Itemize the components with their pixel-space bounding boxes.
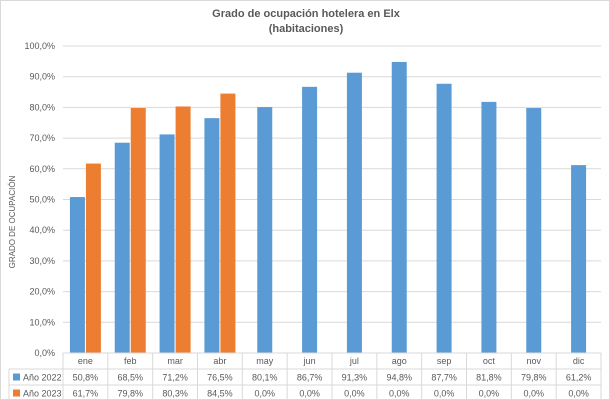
bar-ene-series1 xyxy=(69,197,85,353)
bar-ene-series2 xyxy=(85,163,101,353)
bars-layer xyxy=(69,61,587,354)
bar-feb-series2 xyxy=(130,108,146,353)
x-tick-label: jun xyxy=(303,356,316,366)
grid-layer: 0,0% 10,0% 20,0% 30,0% 40,0% 50,0% 60,0% 70,0% 8… xyxy=(24,41,601,358)
bar-abr-series2 xyxy=(220,93,236,354)
bar-nov-series1 xyxy=(526,108,542,353)
data-label: 0,0% xyxy=(479,389,500,399)
legend-label: Año 2023 xyxy=(23,389,62,399)
bar-sep-series1 xyxy=(436,83,452,354)
y-tick-label: 60,0% xyxy=(29,164,55,174)
legend-swatch xyxy=(13,389,20,397)
data-label: 61,2% xyxy=(566,373,592,383)
y-tick-label: 80,0% xyxy=(29,102,55,112)
x-tick-label: ene xyxy=(78,356,93,366)
x-tick-label: nov xyxy=(526,356,541,366)
data-label: 76,5% xyxy=(207,373,233,383)
y-tick-label: 90,0% xyxy=(29,72,55,82)
y-tick-label: 30,0% xyxy=(29,256,55,266)
bar-mar-series1 xyxy=(159,134,175,353)
y-tick-label: 20,0% xyxy=(29,287,55,297)
x-tick-label: abr xyxy=(213,356,226,366)
data-label: 81,8% xyxy=(476,373,502,383)
data-label: 0,0% xyxy=(254,389,275,399)
data-label: 86,7% xyxy=(297,373,323,383)
data-label: 0,0% xyxy=(434,389,455,399)
y-axis-label: GRADO DE OCUPACIÓN xyxy=(8,175,17,268)
y-tick-label: 70,0% xyxy=(29,133,55,143)
y-tick-label: 40,0% xyxy=(29,225,55,235)
data-label: 61,7% xyxy=(73,389,99,399)
data-label: 94,8% xyxy=(386,373,412,383)
data-label: 91,3% xyxy=(342,373,368,383)
chart-subtitle: (habitaciones) xyxy=(269,23,344,35)
data-label: 80,1% xyxy=(252,373,278,383)
legend-swatch xyxy=(13,373,20,381)
chart-title: Grado de ocupación hotelera en Elx xyxy=(212,8,401,20)
x-tick-label: sep xyxy=(437,356,452,366)
y-tick-label: 50,0% xyxy=(29,195,55,205)
bar-feb-series1 xyxy=(114,142,130,353)
y-tick-label: 100,0% xyxy=(24,41,55,51)
x-tick-label: ago xyxy=(392,356,407,366)
bar-jul-series1 xyxy=(346,72,362,354)
data-label: 68,5% xyxy=(117,373,143,383)
data-label: 71,2% xyxy=(162,373,188,383)
data-label: 87,7% xyxy=(431,373,457,383)
data-label: 0,0% xyxy=(389,389,410,399)
x-tick-label: mar xyxy=(167,356,183,366)
bar-may-series1 xyxy=(257,107,273,353)
data-label: 0,0% xyxy=(523,389,544,399)
data-label: 84,5% xyxy=(207,389,233,399)
x-tick-label: jul xyxy=(349,356,359,366)
data-label: 0,0% xyxy=(299,389,320,399)
data-label: 79,8% xyxy=(521,373,547,383)
data-label: 80,3% xyxy=(162,389,188,399)
bar-abr-series1 xyxy=(204,118,220,354)
bar-mar-series2 xyxy=(175,106,191,353)
bar-dic-series1 xyxy=(571,165,587,353)
bar-jun-series1 xyxy=(302,86,318,354)
legend-label: Año 2022 xyxy=(23,373,62,383)
bar-oct-series1 xyxy=(481,101,497,354)
x-tick-label: dic xyxy=(573,356,585,366)
x-tick-label: feb xyxy=(124,356,137,366)
data-table: ene feb mar abr may jun jul ago sep oct nov dic Año … xyxy=(8,352,602,399)
y-tick-label: 0,0% xyxy=(34,348,55,358)
data-label: 0,0% xyxy=(344,389,365,399)
data-label: 0,0% xyxy=(568,389,589,399)
data-label: 50,8% xyxy=(73,373,99,383)
x-tick-label: oct xyxy=(483,356,496,366)
bar-ago-series1 xyxy=(391,61,407,354)
y-tick-label: 10,0% xyxy=(29,317,55,327)
x-tick-label: may xyxy=(256,356,274,366)
data-label: 79,8% xyxy=(117,389,143,399)
